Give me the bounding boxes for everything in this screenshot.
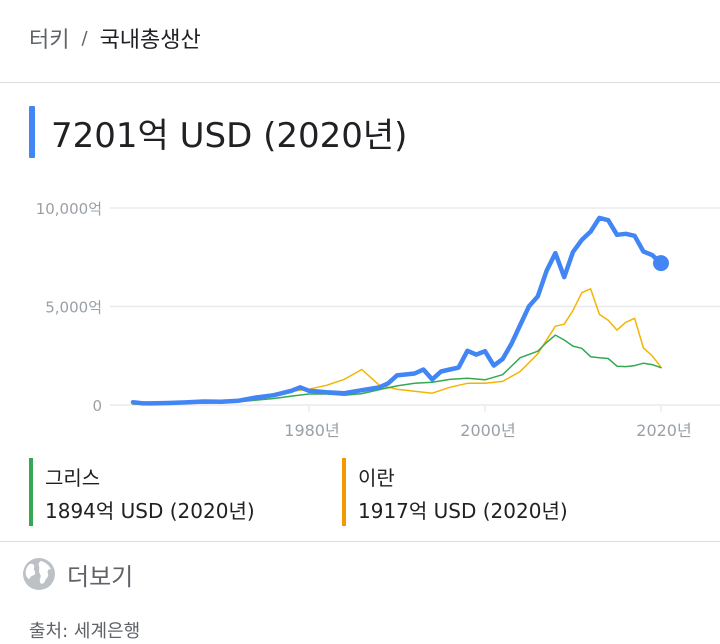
series-line-turkey bbox=[130, 215, 664, 406]
series-line-greece bbox=[132, 334, 662, 405]
legend-item-iran[interactable]: 이란 1917억 USD (2020년) bbox=[342, 458, 568, 526]
source-text: 출처: 세계은행 bbox=[29, 621, 141, 642]
y-tick-label-1: 5,000억 bbox=[45, 299, 102, 317]
more-label: 더보기 bbox=[67, 562, 134, 591]
breadcrumb-topic: 국내총생산 bbox=[99, 28, 201, 53]
globe-icon bbox=[23, 558, 55, 590]
y-axis-ticks: 0 5,000억 10,000억 bbox=[36, 200, 102, 415]
x-tick-label-0: 1980년 bbox=[284, 421, 339, 440]
legend-greece-name: 그리스 bbox=[45, 466, 101, 490]
legend-iran-value: 1917억 USD (2020년) bbox=[358, 499, 568, 523]
chart-grid bbox=[110, 207, 720, 406]
x-tick-label-1: 2000년 bbox=[460, 421, 515, 440]
breadcrumb-separator: / bbox=[81, 27, 88, 49]
breadcrumb-country[interactable]: 터키 bbox=[29, 28, 70, 53]
x-tick-label-2: 2020년 bbox=[636, 421, 691, 440]
y-tick-label-2: 10,000억 bbox=[36, 200, 102, 218]
chart-series bbox=[130, 215, 669, 406]
headline-value: 7201억 USD (2020년) bbox=[51, 115, 408, 156]
headline-accent-bar bbox=[29, 106, 35, 158]
header-divider bbox=[0, 82, 720, 83]
legend-divider bbox=[0, 541, 720, 542]
x-axis-ticks: 1980년 2000년 2020년 bbox=[284, 405, 692, 440]
gdp-line-chart[interactable]: 0 5,000억 10,000억 1980년 2000년 2020년 bbox=[0, 190, 720, 446]
legend-item-greece[interactable]: 그리스 1894억 USD (2020년) bbox=[29, 458, 255, 526]
series-endpoint-turkey bbox=[653, 255, 669, 272]
legend-greece-swatch bbox=[29, 458, 33, 526]
legend-iran-name: 이란 bbox=[358, 466, 395, 490]
breadcrumb: 터키 / 국내총생산 bbox=[29, 22, 201, 54]
y-tick-label-0: 0 bbox=[92, 397, 102, 415]
legend-greece-value: 1894억 USD (2020년) bbox=[45, 499, 255, 523]
legend-iran-swatch bbox=[342, 458, 346, 526]
headline: 7201억 USD (2020년) bbox=[29, 106, 407, 158]
more-link[interactable]: 더보기 bbox=[21, 556, 133, 592]
